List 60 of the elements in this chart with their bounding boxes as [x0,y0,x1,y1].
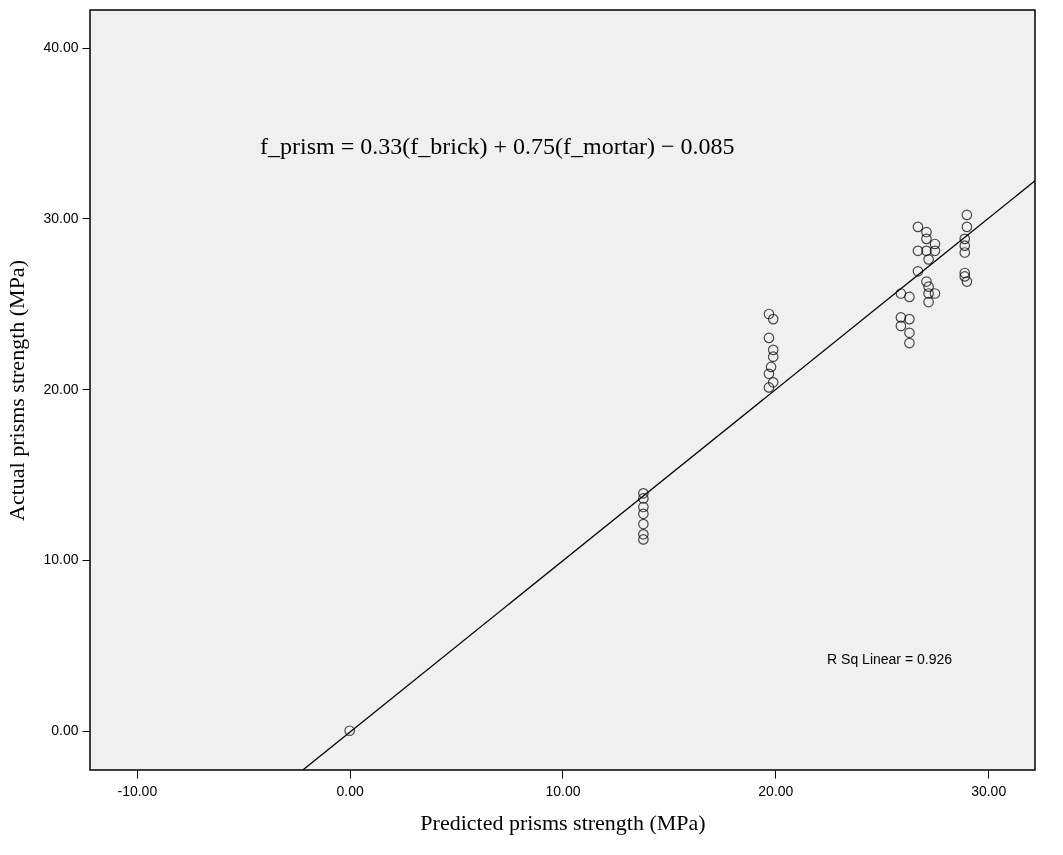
x-tick-label: 30.00 [971,782,1007,799]
point [638,508,649,520]
point [921,276,932,287]
point [961,221,973,233]
y-tick-label: 10.00 [43,551,79,568]
x-tick-label: 0.00 [336,782,364,799]
point [904,313,915,325]
point [923,254,934,265]
point [763,382,775,393]
x-tick-label: 10.00 [545,782,581,799]
point [638,501,649,513]
y-tick-label: 20.00 [43,380,79,397]
point [959,247,971,258]
annotation: R Sq Linear = 0.926 [827,650,953,667]
point [904,291,915,303]
annotation: f_prism = 0.33(f_brick) + 0.75(f_mortar) − 0.085 [260,132,735,159]
point [895,288,907,299]
point [959,233,971,245]
point [923,288,934,299]
y-tick-label: 0.00 [51,722,79,739]
point [895,312,907,323]
point [912,245,924,257]
point [959,271,971,282]
point [763,332,775,344]
y-tick-label: 40.00 [43,39,79,56]
point [344,725,356,737]
point [923,296,934,308]
point [929,288,941,299]
point [638,534,649,545]
point [767,376,779,388]
point [895,320,907,332]
point [921,245,932,257]
x-tick-label: 20.00 [758,782,794,799]
point [904,327,915,339]
point [929,238,941,250]
point [912,265,924,277]
point [959,240,971,252]
point [912,221,924,233]
point [904,337,915,349]
point [767,344,779,356]
y-axis-title: Actual prisms strength (MPa) [4,260,30,521]
point [638,487,649,499]
point [763,368,775,380]
point [767,313,779,325]
x-axis-title: Predicted prisms strength (MPa) [420,809,706,835]
point [767,351,779,363]
point [765,361,777,373]
x-tick-label: -10.00 [117,782,158,799]
point [921,233,932,245]
point [923,281,934,293]
point [921,226,932,238]
point [959,267,971,279]
point [638,528,649,540]
point [763,308,775,320]
point [961,209,973,221]
point [929,245,941,257]
y-tick-label: 30.00 [43,209,79,226]
point [961,276,973,287]
point [638,493,649,504]
point [638,518,649,530]
